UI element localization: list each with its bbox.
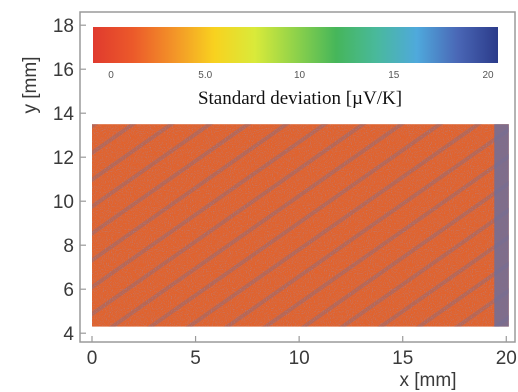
x-tick-label: 10 — [289, 348, 310, 369]
axis-tick-marks — [80, 24, 507, 342]
colorbar-tick-label: 20 — [482, 70, 494, 81]
y-tick-label: 10 — [53, 192, 74, 213]
x-tick-label: 20 — [496, 348, 517, 369]
colorbar: 0 5.0 10 15 20 Standard deviation [µV/K] — [93, 27, 498, 109]
colorbar-title: Standard deviation [µV/K] — [198, 88, 402, 109]
x-tick-label: 0 — [87, 348, 98, 369]
x-axis-title: x [mm] — [400, 370, 457, 391]
colorbar-tick-label: 0 — [108, 70, 114, 81]
y-tick-label: 12 — [53, 148, 74, 169]
x-tick-label: 5 — [190, 348, 201, 369]
y-axis-title: y [mm] — [20, 57, 41, 114]
y-tick-label: 16 — [53, 60, 74, 81]
heatmap-noise — [92, 124, 509, 327]
heatmap-area — [92, 124, 509, 327]
x-tick-label: 15 — [392, 348, 413, 369]
colorbar-tick-label: 15 — [388, 70, 400, 81]
heatmap-high-strip — [494, 124, 509, 327]
y-tick-label: 6 — [63, 280, 74, 301]
y-tick-label: 4 — [63, 324, 74, 345]
y-tick-label: 18 — [53, 16, 74, 37]
colorbar-tick-label: 10 — [294, 70, 306, 81]
colorbar-bar — [93, 27, 498, 63]
plot-frame — [79, 11, 516, 343]
colorbar-tick-label: 5.0 — [198, 70, 212, 81]
y-tick-label: 14 — [53, 104, 75, 125]
y-tick-label: 8 — [63, 236, 74, 257]
